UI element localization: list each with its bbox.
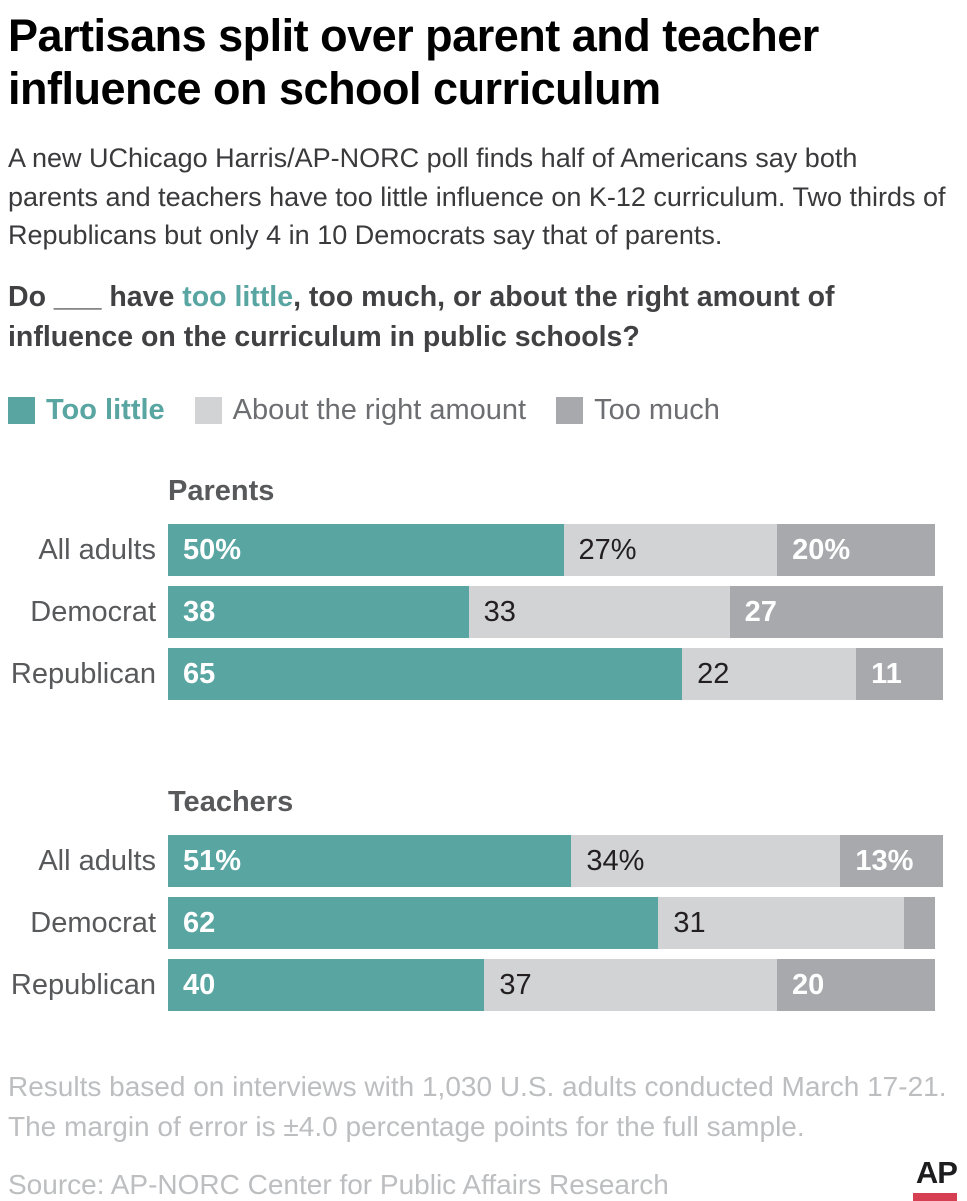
chart-group-parents: Parents All adults 50% 27% 20% Democrat 38 33 27… [8,475,959,701]
segment-value-label: 34% [586,844,645,877]
legend-item-too-much: Too much [556,394,720,427]
legend-item-too-little: Too little [8,394,165,427]
bar-segment-too-much: 11 [856,648,944,701]
bar-segment-about-right: 37 [484,959,778,1012]
segment-value-label: 20 [792,968,825,1001]
too-much-swatch-icon [556,397,584,425]
bar-row: Democrat 62 31 [8,897,959,950]
bar-track: 51% 34% 13% [168,835,959,888]
source-row: Source: AP-NORC Center for Public Affair… [8,1157,959,1201]
chart-legend: Too little About the right amount Too mu… [8,394,959,427]
bar-row: Republican 40 37 20 [8,959,959,1012]
poll-question: Do ___ have too little, too much, or abo… [8,278,908,358]
question-highlight: too little [182,281,294,314]
row-label: Republican [10,657,156,690]
bar-segment-too-little: 40 [168,959,485,1012]
row-label: Democrat [30,595,156,628]
legend-label: Too much [594,394,720,427]
segment-value-label: 50% [183,533,242,566]
legend-label: Too little [46,394,165,427]
page-title: Partisans split over parent and teacher … [8,10,819,114]
segment-value-label: 40 [183,968,216,1001]
bar-row: All adults 50% 27% 20% [8,524,959,577]
bar-segment-too-little: 51% [168,835,572,888]
bar-track: 40 37 20 [168,959,959,1012]
bar-segment-about-right: 34% [571,835,841,888]
segment-value-label: 13% [855,844,914,877]
row-label: Democrat [30,906,156,939]
bar-segment-too-much [903,897,936,950]
methodology-note: Results based on interviews with 1,030 U… [8,1071,947,1142]
segment-value-label: 38 [183,595,216,628]
bar-row: Democrat 38 33 27 [8,586,959,639]
bar-segment-about-right: 27% [563,524,778,577]
bar-segment-too-little: 38 [168,586,469,639]
bar-segment-too-much: 20 [777,959,936,1012]
segment-value-label: 27 [744,595,777,628]
bar-track: 38 33 27 [168,586,959,639]
bar-row: All adults 51% 34% 13% [8,835,959,888]
bar-segment-too-much: 13% [840,835,944,888]
about-right-swatch-icon [194,397,222,425]
ap-logo: AP [913,1154,958,1201]
segment-value-label: 11 [871,657,902,690]
group-title: Teachers [168,786,294,819]
segment-value-label: 27% [578,533,637,566]
bar-segment-too-much: 20% [777,524,936,577]
source-credit: Source: AP-NORC Center for Public Affair… [8,1168,669,1200]
segment-value-label: 20% [792,533,851,566]
row-label: All adults [38,533,156,566]
segment-value-label: 37 [499,968,532,1001]
segment-value-label: 62 [183,906,216,939]
question-part1: Do ___ have [8,281,183,314]
chart-group-teachers: Teachers All adults 51% 34% 13% Democrat 62 31 R… [8,786,959,1012]
group-title: Parents [168,475,275,508]
bar-segment-too-much: 27 [729,586,944,639]
too-little-swatch-icon [8,397,35,425]
bar-track: 50% 27% 20% [168,524,959,577]
bar-segment-about-right: 22 [682,648,857,701]
ap-logo-text: AP [915,1154,958,1190]
bar-segment-about-right: 33 [468,586,730,639]
bar-segment-about-right: 31 [658,897,904,950]
bar-track: 62 31 [168,897,959,950]
segment-value-label: 31 [673,906,706,939]
stacked-bar-chart: Parents All adults 50% 27% 20% Democrat 38 33 27… [8,475,959,1012]
legend-item-about-right: About the right amount [194,394,527,427]
segment-value-label: 51% [183,844,242,877]
segment-value-label: 33 [483,595,516,628]
row-label: Republican [10,968,156,1001]
bar-segment-too-little: 62 [168,897,659,950]
subtitle: A new UChicago Harris/AP-NORC poll finds… [8,143,946,250]
bar-segment-too-little: 50% [168,524,564,577]
segment-value-label: 22 [697,657,730,690]
legend-label: About the right amount [232,394,527,427]
row-label: All adults [38,844,156,877]
bar-track: 65 22 11 [168,648,959,701]
question-part2: , too much, or about the right amount of… [8,281,835,354]
bar-row: Republican 65 22 11 [8,648,959,701]
bar-segment-too-little: 65 [168,648,683,701]
segment-value-label: 65 [183,657,216,690]
